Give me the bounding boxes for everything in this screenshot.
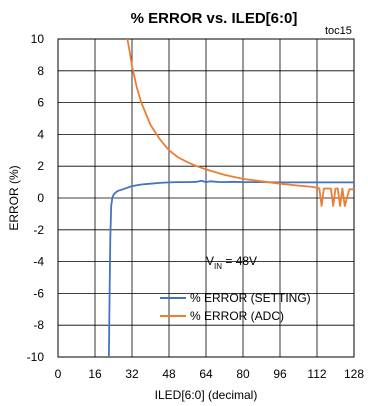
y-tick-label: -6 <box>33 286 44 300</box>
grid <box>58 39 354 357</box>
y-tick-label: -2 <box>33 223 44 237</box>
y-tick-label: 6 <box>37 96 44 110</box>
y-tick-label: 10 <box>31 32 45 46</box>
y-axis-label: ERROR (%) <box>7 165 21 230</box>
toc-tag: toc15 <box>325 25 352 37</box>
x-tick-label: 80 <box>236 367 250 381</box>
y-tick-label: 4 <box>37 127 44 141</box>
x-axis-label: ILED[6:0] (decimal) <box>155 388 258 402</box>
y-tick-label: 8 <box>37 64 44 78</box>
series-layer <box>108 38 354 358</box>
legend: % ERROR (SETTING) % ERROR (ADC) <box>160 291 311 323</box>
x-tick-label: 32 <box>125 367 139 381</box>
x-tick-label: 48 <box>162 367 176 381</box>
y-tick-labels: 10 8 6 4 2 0 -2 -4 -6 -8 -10 <box>27 32 45 364</box>
y-tick-label: 0 <box>37 191 44 205</box>
x-tick-labels: 0 16 32 48 64 80 96 112 128 <box>55 367 365 381</box>
vin-annotation-main: V <box>206 254 214 268</box>
x-tick-label: 128 <box>344 367 364 381</box>
y-tick-label: 2 <box>37 159 44 173</box>
x-tick-label: 64 <box>199 367 213 381</box>
x-tick-label: 112 <box>307 367 326 381</box>
y-tick-label: -4 <box>33 255 44 269</box>
legend-label-adc: % ERROR (ADC) <box>190 309 284 323</box>
y-tick-label: -10 <box>27 350 45 364</box>
x-tick-label: 96 <box>273 367 287 381</box>
plot-area <box>57 38 355 358</box>
chart-title: % ERROR vs. ILED[6:0] <box>131 10 298 27</box>
legend-label-setting: % ERROR (SETTING) <box>190 291 311 305</box>
vin-annotation: VIN = 48V <box>206 254 257 271</box>
x-tick-label: 16 <box>88 367 102 381</box>
vin-annotation-sub: IN <box>214 262 222 271</box>
vin-annotation-rest: = 48V <box>222 254 257 268</box>
y-tick-label: -8 <box>33 318 44 332</box>
x-tick-label: 0 <box>55 367 62 381</box>
series-line-adc <box>126 38 354 207</box>
